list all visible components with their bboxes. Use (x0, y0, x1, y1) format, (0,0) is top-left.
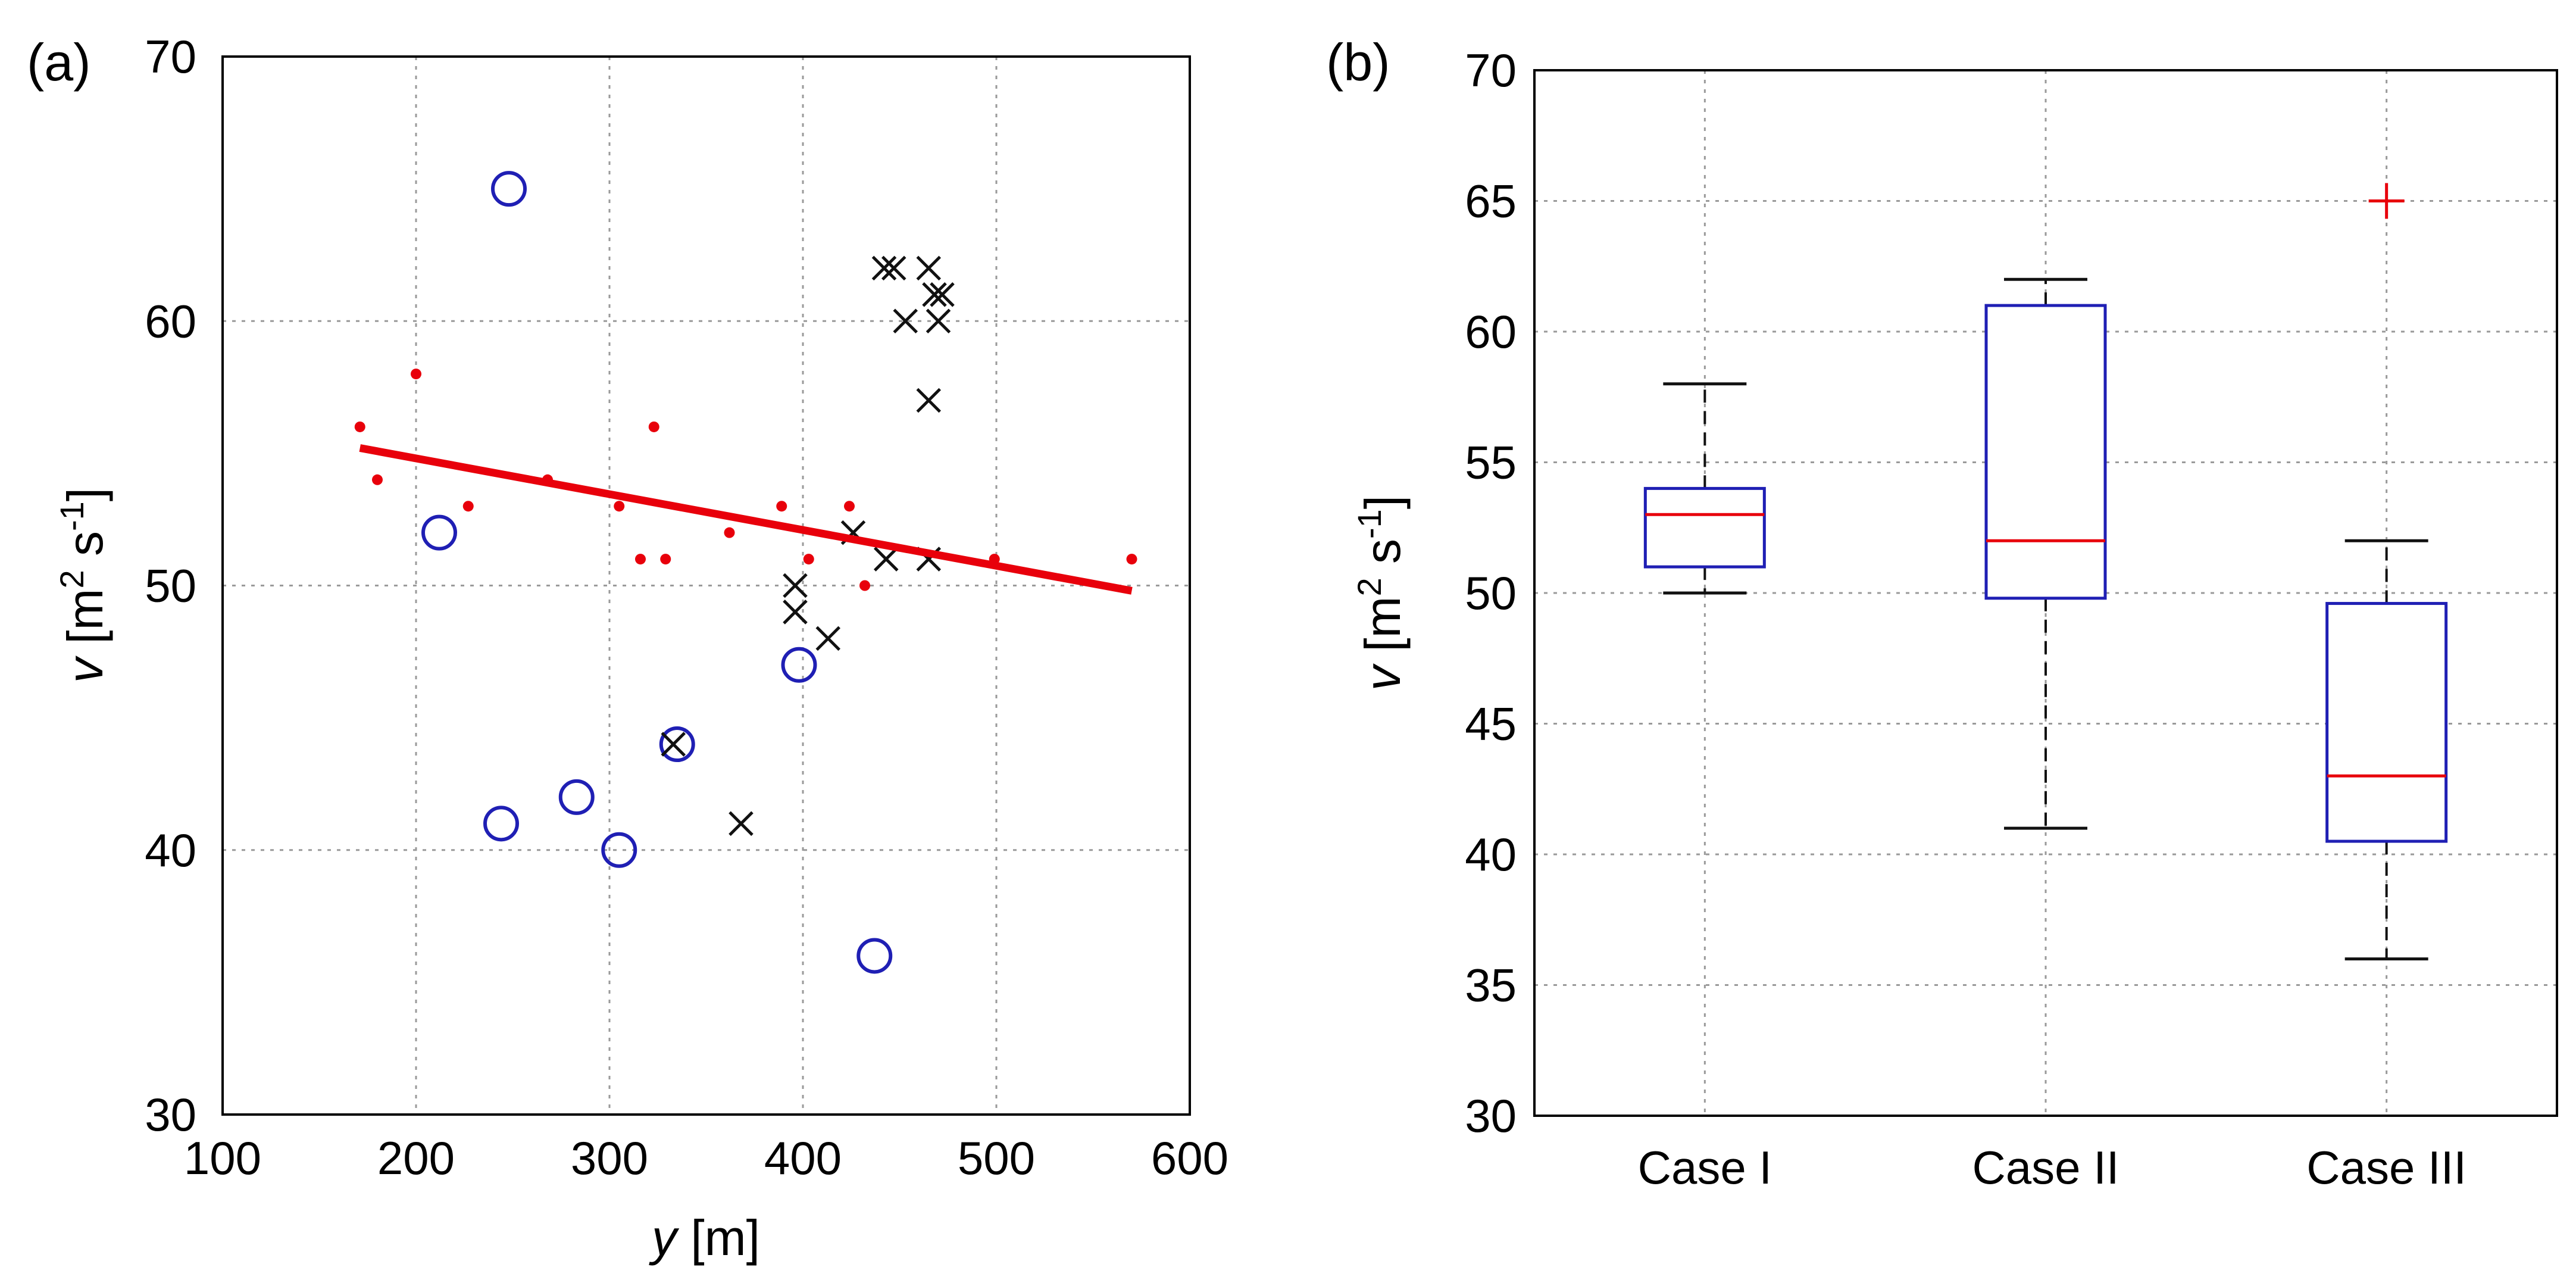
scatter-x-tick-label: 300 (571, 1132, 648, 1184)
boxplot-y-axis-unit-open: [m (1355, 596, 1411, 666)
boxplot-box-group (1984, 277, 2107, 830)
red-dot-point (372, 474, 383, 485)
boxplot-y-axis-symbol: v (1355, 663, 1411, 691)
scatter-data (354, 171, 1137, 974)
red-dot-point (411, 369, 421, 380)
scatter-y-axis-exp-1: 2 (53, 570, 90, 588)
boxplot-y-tick-label: 55 (1465, 436, 1517, 489)
scatter-x-tick-label: 500 (958, 1132, 1035, 1184)
scatter-x-axis-label: y [m] (649, 1210, 760, 1266)
red-dot-point (803, 554, 814, 565)
scatter-y-tick-label: 30 (145, 1088, 196, 1141)
boxplot-y-tick-label: 35 (1465, 959, 1517, 1012)
scatter-grid (221, 55, 1191, 1116)
boxplot-y-tick-label: 30 (1465, 1090, 1517, 1142)
boxplot-y-tick-label: 70 (1465, 44, 1517, 96)
black-cross-point (871, 255, 897, 281)
boxplot-y-axis-exp-2: -1 (1350, 509, 1388, 539)
blue-circle-point (781, 647, 817, 683)
black-cross-point (783, 600, 808, 625)
scatter-y-axis-unit-open: [m (57, 588, 113, 658)
red-dot-point (354, 421, 365, 432)
black-cross-point (926, 308, 951, 334)
black-cross-point (930, 282, 955, 307)
interquartile-box (1643, 486, 1766, 569)
black-cross-point (729, 811, 754, 836)
boxplot-box-group (2325, 183, 2448, 961)
boxplot-box-group (1643, 382, 1766, 595)
black-cross-point (815, 626, 841, 651)
boxplot-panel: (b) 30 35 40 45 50 55 60 65 70 Case I Case II Case … (1326, 33, 2558, 1194)
red-dot-point (844, 501, 855, 512)
boxplot-grid (1534, 69, 2557, 1117)
scatter-y-tick-label: 60 (145, 295, 196, 347)
boxplot-y-axis-unit-close: ] (1355, 495, 1411, 509)
blue-circle-point (601, 832, 637, 868)
boxplot-y-axis-exp-1: 2 (1350, 578, 1388, 596)
red-dot-point (724, 527, 735, 538)
black-cross-point (881, 255, 906, 281)
boxplot-y-axis-unit-mid: s (1355, 539, 1411, 578)
scatter-y-axis-exp-2: -1 (53, 501, 90, 531)
blue-circle-point (856, 938, 893, 974)
boxplot-y-tick-label: 45 (1465, 698, 1517, 750)
boxplot-data (1643, 183, 2448, 961)
blue-circle-point (558, 779, 595, 815)
boxplot-tick-labels: 30 35 40 45 50 55 60 65 70 Case I Case II Case III (1465, 44, 2466, 1194)
boxplot-y-tick-label: 60 (1465, 305, 1517, 358)
red-dot-point (859, 580, 870, 591)
black-cross-point (922, 282, 947, 307)
panel-a-label: (a) (27, 33, 91, 92)
scatter-x-axis-symbol: y (649, 1210, 680, 1266)
scatter-x-tick-label: 200 (377, 1132, 455, 1184)
boxplot-category-label: Case I (1638, 1141, 1772, 1194)
red-dot-point (614, 501, 625, 512)
black-cross-point (873, 547, 899, 572)
red-dot-point (462, 501, 474, 512)
fit-line (359, 444, 1133, 595)
scatter-tick-labels: 100 200 300 400 500 600 30 40 50 60 70 (145, 30, 1228, 1184)
black-cross-point (661, 732, 686, 757)
panel-b-label: (b) (1326, 33, 1390, 92)
scatter-y-tick-label: 50 (145, 560, 196, 612)
scatter-x-tick-label: 100 (184, 1132, 261, 1184)
red-dot-point (660, 554, 671, 565)
black-cross-point (916, 388, 942, 413)
boxplot-y-tick-label: 40 (1465, 828, 1517, 881)
scatter-panel: (a) 100 200 300 400 500 600 30 40 50 60 70 y [m] v… (27, 30, 1228, 1266)
black-cross-point (916, 255, 942, 281)
scatter-y-axis-symbol: v (57, 655, 113, 683)
scatter-x-tick-label: 600 (1151, 1132, 1228, 1184)
outlier-marker (2368, 183, 2405, 219)
scatter-x-axis-unit: [m] (677, 1210, 760, 1266)
red-dot-point (776, 501, 787, 512)
scatter-y-axis-unit-mid: s (57, 531, 113, 570)
scatter-x-tick-label: 400 (764, 1132, 842, 1184)
scatter-y-axis-unit-close: ] (57, 488, 113, 501)
blue-circle-point (421, 514, 457, 551)
scatter-y-tick-label: 40 (145, 824, 196, 876)
red-dot-point (635, 554, 646, 565)
blue-circle-point (659, 726, 695, 763)
scatter-y-axis-label: v [m2 s-1] (53, 488, 113, 683)
boxplot-category-label: Case II (1972, 1141, 2119, 1194)
boxplot-plot-frame (1533, 69, 2558, 1117)
blue-circle-point (491, 171, 527, 207)
black-cross-point (783, 573, 808, 598)
boxplot-category-label: Case III (2306, 1141, 2466, 1194)
scatter-y-tick-label: 70 (145, 30, 196, 83)
red-dot-point (1126, 554, 1137, 565)
black-cross-point (893, 308, 918, 334)
interquartile-box (2325, 602, 2448, 843)
boxplot-y-tick-label: 50 (1465, 567, 1517, 619)
blue-circle-point (483, 806, 519, 842)
boxplot-y-axis-label: v [m2 s-1] (1350, 495, 1411, 691)
boxplot-y-tick-label: 65 (1465, 175, 1517, 227)
scatter-plot-frame (221, 55, 1191, 1116)
red-dot-point (648, 421, 659, 432)
interquartile-box (1984, 304, 2107, 600)
